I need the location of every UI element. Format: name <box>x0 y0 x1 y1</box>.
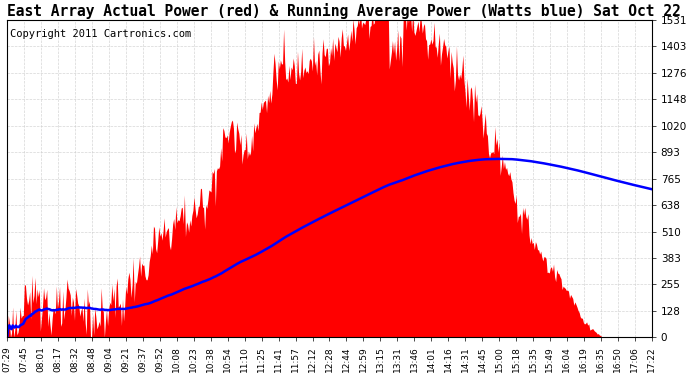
Text: Copyright 2011 Cartronics.com: Copyright 2011 Cartronics.com <box>10 30 192 39</box>
Text: East Array Actual Power (red) & Running Average Power (Watts blue) Sat Oct 22 17: East Array Actual Power (red) & Running … <box>8 3 690 19</box>
